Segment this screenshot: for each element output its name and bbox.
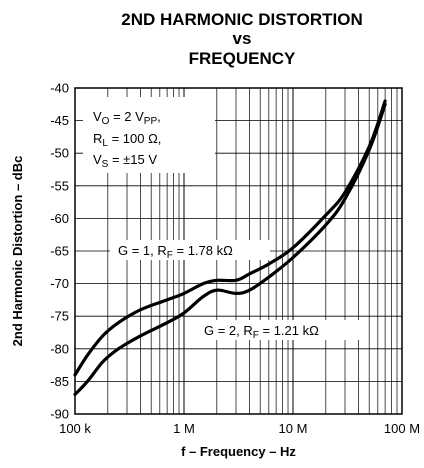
y-tick-label: -40 bbox=[50, 81, 69, 96]
series-label-background bbox=[196, 320, 362, 340]
series-line-1 bbox=[73, 99, 387, 377]
chart-title-line-3: FREQUENCY bbox=[189, 49, 296, 68]
condition-rl: RL = 100 Ω, bbox=[93, 131, 161, 149]
x-tick-label: 10 M bbox=[279, 421, 308, 436]
y-tick-label: -60 bbox=[50, 211, 69, 226]
y-axis-label: 2nd Harmonic Distortion – dBc bbox=[10, 156, 25, 347]
test-conditions-annotation: VO = 2 VPP, RL = 100 Ω, VS = ±15 V bbox=[83, 97, 215, 173]
plot-area-frame bbox=[74, 87, 403, 415]
x-tick-labels: 100 k 1 M 10 M 100 M bbox=[59, 421, 420, 436]
chart-title-line-2: vs bbox=[233, 29, 252, 48]
series-line-2 bbox=[73, 102, 387, 396]
x-tick-label: 1 M bbox=[173, 421, 195, 436]
x-axis-label: f – Frequency – Hz bbox=[181, 444, 296, 459]
data-series bbox=[73, 99, 387, 396]
chart-title-line-1: 2ND HARMONIC DISTORTION bbox=[121, 10, 362, 29]
x-tick-label: 100 M bbox=[384, 421, 420, 436]
y-tick-label: -50 bbox=[50, 146, 69, 161]
y-tick-label: -80 bbox=[50, 341, 69, 356]
y-tick-labels: -40 -45 -50 -55 -60 -65 -70 -75 -80 -85 -90 bbox=[50, 81, 69, 422]
y-tick-label: -85 bbox=[50, 374, 69, 389]
x-tick-label: 100 k bbox=[59, 421, 91, 436]
y-tick-label: -45 bbox=[50, 113, 69, 128]
chart-title: 2ND HARMONIC DISTORTION vs FREQUENCY bbox=[121, 10, 362, 68]
y-tick-label: -55 bbox=[50, 178, 69, 193]
series-label-2: G = 2, RF = 1.21 kΩ bbox=[204, 323, 319, 341]
conditions-background bbox=[83, 97, 215, 173]
y-tick-label: -90 bbox=[50, 407, 69, 422]
y-tick-label: -70 bbox=[50, 276, 69, 291]
condition-vo: VO = 2 VPP, bbox=[93, 109, 161, 127]
series-labels: G = 1, RF = 1.78 kΩ G = 2, RF = 1.21 kΩ bbox=[110, 240, 362, 341]
y-tick-label: -75 bbox=[50, 309, 69, 324]
series-label-1: G = 1, RF = 1.78 kΩ bbox=[118, 243, 233, 261]
condition-vs: VS = ±15 V bbox=[93, 152, 157, 170]
y-tick-label: -65 bbox=[50, 244, 69, 259]
series-label-background bbox=[110, 240, 270, 260]
